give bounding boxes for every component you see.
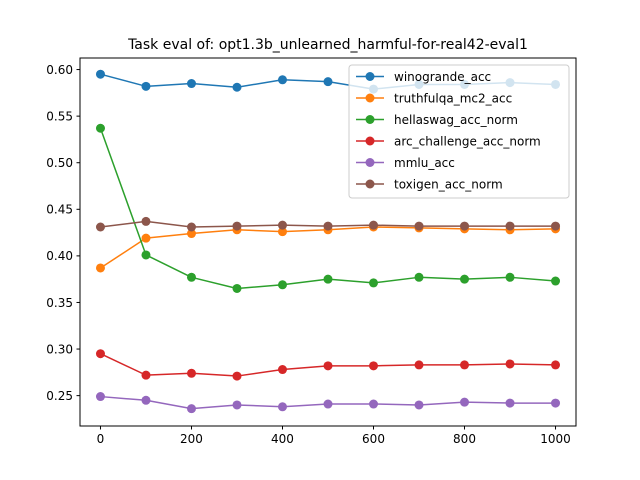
x-tick-label: 600 [362,432,385,446]
legend-marker [365,179,375,189]
data-point [414,360,424,370]
data-point [414,400,424,410]
legend-marker [365,72,375,81]
legend-marker [365,136,375,146]
legend-label: mmlu_acc [394,156,455,170]
data-point [460,360,470,370]
series-arc_challenge_acc_norm [95,349,561,381]
data-point [141,233,151,243]
series-layer [95,69,561,414]
y-tick-label: 0.60 [46,63,73,77]
data-point [277,227,287,237]
x-axis: 0 200 400 600 800 1000 [97,426,571,446]
data-point [460,397,470,407]
legend-label: hellaswag_acc_norm [394,113,518,127]
data-point [369,220,379,230]
data-point [369,399,379,409]
data-point [323,274,333,284]
x-tick-label: 200 [180,432,203,446]
legend-label: winogrande_acc [394,70,491,84]
data-point [186,404,196,414]
legend: winogrande_acc truthfulqa_mc2_acc hellaswa… [348,64,570,199]
data-point [551,276,561,286]
data-point [141,370,151,380]
legend-label: truthfulqa_mc2_acc [394,91,512,105]
data-point [232,400,242,410]
data-point [95,349,105,359]
data-point [95,263,105,273]
y-tick-label: 0.55 [46,109,73,123]
legend-item: toxigen_acc_norm [356,177,503,191]
data-point [141,81,151,91]
data-point [232,221,242,231]
data-point [551,360,561,370]
legend-item: hellaswag_acc_norm [356,113,518,127]
x-tick-label: 1000 [540,432,571,446]
data-point [232,82,242,92]
legend-item: truthfulqa_mc2_acc [356,91,512,105]
legend-box [348,64,570,199]
y-axis: 0.25 0.30 0.35 0.40 0.45 0.50 0.55 0.60 [46,63,80,403]
series-hellaswag_acc_norm [95,123,561,293]
y-tick-label: 0.25 [46,389,73,403]
legend-label: arc_challenge_acc_norm [394,134,541,148]
legend-item: winogrande_acc [356,70,491,84]
data-point [460,274,470,284]
data-point [186,272,196,282]
data-point [232,283,242,293]
data-point [232,371,242,381]
data-point [95,222,105,232]
data-point [186,79,196,89]
legend-marker [365,93,375,103]
data-point [141,395,151,405]
data-point [186,222,196,232]
data-point [369,361,379,371]
legend-marker [365,158,375,167]
data-point [369,278,379,288]
series-mmlu_acc [95,392,561,414]
data-point [277,280,287,290]
legend-label: toxigen_acc_norm [394,177,503,191]
data-point [414,272,424,282]
data-point [141,216,151,226]
y-tick-label: 0.50 [46,156,73,170]
y-tick-label: 0.30 [46,342,73,356]
series-toxigen_acc_norm [95,216,561,232]
data-point [505,272,515,282]
data-point [505,359,515,369]
x-tick-label: 400 [271,432,294,446]
legend-item: mmlu_acc [356,156,455,170]
plot-area [79,57,577,427]
data-point [186,368,196,378]
data-point [551,221,561,231]
legend-marker [365,115,375,124]
data-point [186,229,196,239]
data-point [277,365,287,375]
data-point [323,221,333,231]
data-point [414,221,424,231]
y-tick-label: 0.45 [46,203,73,217]
data-point [460,221,470,231]
data-point [505,221,515,231]
x-tick-label: 800 [453,432,476,446]
data-point [505,398,515,408]
legend-item: arc_challenge_acc_norm [356,134,541,148]
data-point [95,69,105,79]
data-point [323,361,333,371]
data-point [95,123,105,133]
data-point [277,402,287,412]
data-point [323,77,333,87]
x-tick-label: 0 [97,432,105,446]
chart-title: Task eval of: opt1.3b_unlearned_harmful-… [127,37,528,53]
data-point [141,250,151,260]
data-point [277,220,287,230]
data-point [323,399,333,409]
y-tick-label: 0.40 [46,249,73,263]
y-tick-label: 0.35 [46,296,73,310]
data-point [95,392,105,402]
data-point [551,398,561,408]
data-point [277,75,287,85]
